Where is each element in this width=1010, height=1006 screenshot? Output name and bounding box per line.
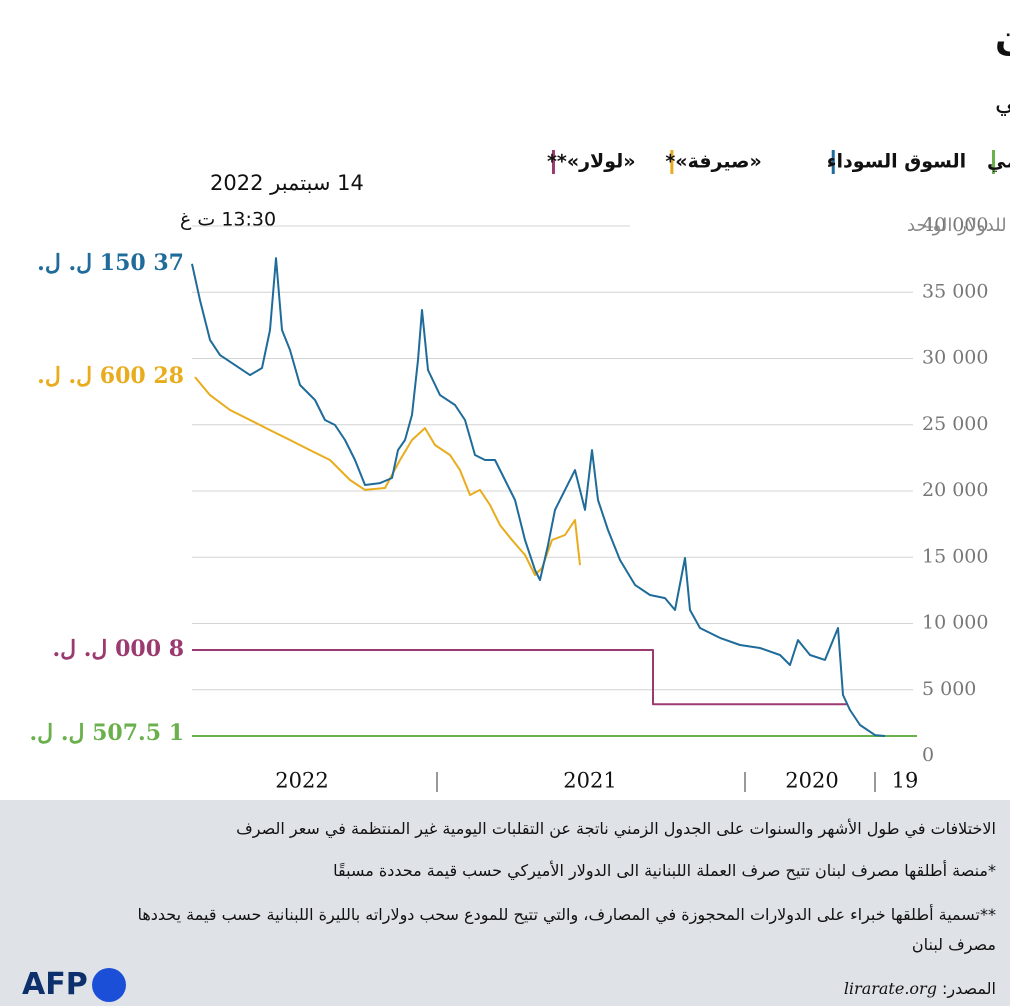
source: المصدر: lirarate.org bbox=[844, 979, 996, 998]
chart-subtitle: يشهد لبنان أسعار صرف متعددة لعملته المنه… bbox=[995, 84, 1010, 117]
legend-label: «صيرفة»* bbox=[665, 151, 761, 173]
date: 14 سبتمبر 2022 bbox=[210, 171, 364, 195]
logo-dot bbox=[91, 967, 126, 1002]
y-axis-label: ليرة لبنانية للدولار الواحد bbox=[907, 215, 1010, 236]
value-label: 8 000 ل. ل. bbox=[52, 636, 184, 662]
footer: الاختلافات في طول الأشهر والسنوات على ال… bbox=[0, 800, 1010, 1006]
legend-label: السوق السوداء bbox=[827, 151, 966, 173]
logo: AFP bbox=[22, 967, 126, 1002]
y-label-bg bbox=[630, 212, 915, 240]
x-tick-label: 19 bbox=[892, 769, 919, 793]
legend-swatch bbox=[992, 150, 995, 174]
series-line bbox=[192, 649, 848, 706]
source-url: lirarate.org bbox=[843, 979, 937, 998]
legend-label: «لولار»** bbox=[547, 151, 636, 173]
value-label: 1 507.5 ل. ل. bbox=[30, 720, 184, 746]
chart-title: الانهيار الاقتصادي في لبنان bbox=[995, 18, 1010, 59]
chart: الانهيار الاقتصادي في لبنان يشهد لبنان أ… bbox=[30, 18, 1010, 793]
y-tick-label: 25 000 bbox=[922, 413, 988, 435]
y-tick-label: 30 000 bbox=[922, 347, 988, 369]
note: *منصة أطلقها مصرف لبنان تتيح صرف العملة … bbox=[333, 861, 996, 880]
legend-swatch bbox=[831, 150, 835, 174]
y-tick-label: 10 000 bbox=[922, 612, 988, 634]
x-tick-label: 2020 bbox=[785, 769, 838, 793]
y-tick-label: 15 000 bbox=[922, 545, 988, 567]
value-label: 37 150 ل. ل. bbox=[37, 250, 184, 276]
source-label: المصدر: bbox=[942, 979, 996, 998]
legend-swatch bbox=[551, 150, 555, 174]
y-tick-label: 0 bbox=[922, 744, 934, 766]
legend-swatch bbox=[670, 150, 674, 174]
series-line bbox=[191, 257, 886, 737]
y-tick-label: 40 000 bbox=[922, 214, 988, 236]
y-tick-label: 20 000 bbox=[922, 479, 988, 501]
note: **تسمية أطلقها خبراء على الدولارات المحج… bbox=[137, 905, 996, 954]
note: الاختلافات في طول الأشهر والسنوات على ال… bbox=[236, 819, 996, 838]
value-label: 28 600 ل. ل. bbox=[37, 363, 184, 389]
y-tick-label: 35 000 bbox=[922, 280, 988, 302]
y-tick-label: 5 000 bbox=[922, 678, 976, 700]
x-tick-label: 2021 bbox=[563, 769, 616, 793]
logo-text: AFP bbox=[22, 967, 88, 1002]
legend-label: السعر الرسمي bbox=[987, 151, 1010, 173]
time: 13:30 ت غ bbox=[180, 209, 276, 231]
x-tick-label: 2022 bbox=[275, 769, 328, 793]
series-line bbox=[194, 376, 581, 576]
